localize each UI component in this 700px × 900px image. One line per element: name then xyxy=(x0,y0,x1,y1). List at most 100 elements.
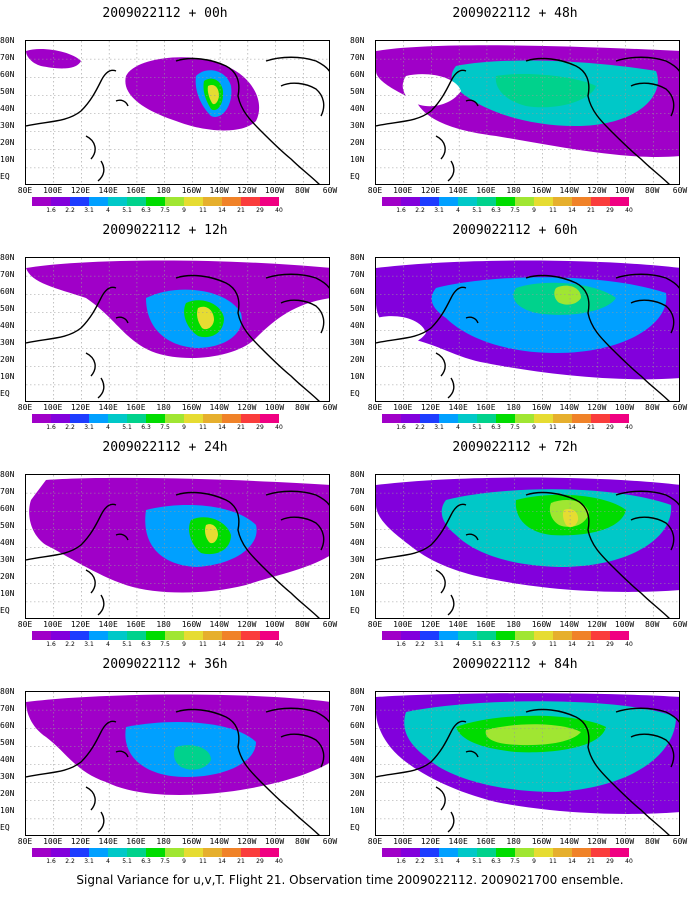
lat-label: 40N xyxy=(0,755,15,764)
colorbar-swatch xyxy=(610,197,629,206)
lon-label: 140E xyxy=(448,403,468,412)
lon-label: 100E xyxy=(393,837,413,846)
colorbar-label: 1.6 xyxy=(396,207,406,214)
colorbar-swatch xyxy=(51,631,70,640)
colorbar-swatch xyxy=(260,848,279,857)
coastline xyxy=(26,490,329,618)
colorbar-swatch xyxy=(32,197,51,206)
colorbar-label: 5.1 xyxy=(472,641,482,648)
colorbar-label: 6.3 xyxy=(141,858,151,865)
variance-contour xyxy=(562,509,579,528)
lon-label: 80W xyxy=(645,620,660,629)
colorbar-swatch xyxy=(203,848,222,857)
colorbar-swatch xyxy=(439,631,458,640)
colorbar-label: 7.5 xyxy=(160,641,170,648)
colorbar-label: 40 xyxy=(275,424,283,431)
lat-label: 20N xyxy=(0,138,15,147)
colorbar-swatch xyxy=(572,414,591,423)
colorbar-label: 5.1 xyxy=(122,641,132,648)
lat-label: 60N xyxy=(350,504,365,513)
lat-label: 80N xyxy=(0,687,15,696)
lon-label: 80E xyxy=(367,403,383,412)
colorbar-swatch xyxy=(184,414,203,423)
lon-label: 140W xyxy=(559,403,579,412)
lat-label: 80N xyxy=(350,470,365,479)
lat-label: 30N xyxy=(350,338,365,347)
colorbar-label: 11 xyxy=(199,424,207,431)
colorbar-label: 5.1 xyxy=(122,207,132,214)
lat-label: 20N xyxy=(0,355,15,364)
lon-label: 140W xyxy=(559,837,579,846)
lon-label: 140E xyxy=(448,837,468,846)
lon-label: 160W xyxy=(181,837,201,846)
lon-label: 160E xyxy=(126,186,146,195)
colorbar-swatch xyxy=(572,848,591,857)
colorbar-label: 11 xyxy=(549,207,557,214)
lat-label: EQ xyxy=(0,823,10,832)
colorbar-label: 6.3 xyxy=(141,207,151,214)
lon-label: 80E xyxy=(367,837,383,846)
lon-label: 80E xyxy=(17,620,33,629)
lon-label: 120E xyxy=(420,186,441,195)
lat-label: 20N xyxy=(350,572,365,581)
lon-label: 120E xyxy=(70,837,91,846)
map-panel: 2009022112 + 12h 80N 70N 60N 50N 40N 30N 20N 10N… xyxy=(0,217,337,432)
colorbar-swatch xyxy=(401,848,420,857)
lon-label: 140W xyxy=(209,837,229,846)
colorbar-label: 6.3 xyxy=(141,424,151,431)
colorbar-label: 4 xyxy=(456,858,460,865)
colorbar-swatch xyxy=(89,848,108,857)
colorbar-label: 29 xyxy=(606,207,614,214)
colorbar-swatch xyxy=(458,414,477,423)
lat-label: 50N xyxy=(0,738,15,747)
coastline xyxy=(376,707,679,835)
lon-label: 160W xyxy=(531,403,551,412)
colorbar-swatch xyxy=(241,631,260,640)
colorbar-label: 1.6 xyxy=(396,424,406,431)
colorbar-swatch xyxy=(70,848,89,857)
lat-label: 30N xyxy=(0,772,15,781)
lon-label: 80E xyxy=(367,620,383,629)
lon-label: 100E xyxy=(43,620,63,629)
lon-label: 160W xyxy=(181,403,201,412)
lon-label: 60W xyxy=(672,403,688,412)
colorbar-swatch xyxy=(534,197,553,206)
lon-label: 80E xyxy=(367,186,383,195)
lon-label: 120W xyxy=(237,186,257,195)
colorbar xyxy=(32,414,279,423)
lon-label: 100W xyxy=(614,837,635,846)
colorbar-swatch xyxy=(382,414,401,423)
lon-label: 140E xyxy=(98,403,118,412)
colorbar xyxy=(32,848,279,857)
colorbar-label: 11 xyxy=(549,641,557,648)
lat-label: 20N xyxy=(350,355,365,364)
colorbar-label: 9 xyxy=(532,641,536,648)
lat-label: EQ xyxy=(0,606,10,615)
panel-title: 2009022112 + 00h xyxy=(102,6,228,21)
colorbar-swatch xyxy=(477,197,496,206)
colorbar-swatch xyxy=(591,197,610,206)
colorbar-swatch xyxy=(70,197,89,206)
colorbar-swatch xyxy=(515,197,534,206)
signal-variance-map xyxy=(375,40,680,185)
colorbar-label: 5.1 xyxy=(472,424,482,431)
colorbar xyxy=(382,631,629,640)
lon-label: 180 xyxy=(156,403,171,412)
lat-label: 20N xyxy=(350,138,365,147)
colorbar-label: 4 xyxy=(456,641,460,648)
colorbar-swatch xyxy=(477,848,496,857)
lat-label: 60N xyxy=(0,721,15,730)
panel-title: 2009022112 + 60h xyxy=(452,223,578,238)
panel-title: 2009022112 + 72h xyxy=(452,440,578,455)
colorbar-label: 1.6 xyxy=(396,641,406,648)
colorbar-label: 11 xyxy=(199,641,207,648)
lon-axis: 80E 100E 120E 140E 160E 180 160W 140W 120W 100W 80… xyxy=(368,403,688,413)
colorbar-swatch xyxy=(496,197,515,206)
lat-label: 10N xyxy=(0,806,15,815)
lat-label: 40N xyxy=(0,321,15,330)
colorbar-swatch xyxy=(534,631,553,640)
colorbar-label: 5.1 xyxy=(472,207,482,214)
colorbar-label: 3.1 xyxy=(434,641,444,648)
lon-label: 140W xyxy=(559,620,579,629)
lat-label: 80N xyxy=(350,687,365,696)
